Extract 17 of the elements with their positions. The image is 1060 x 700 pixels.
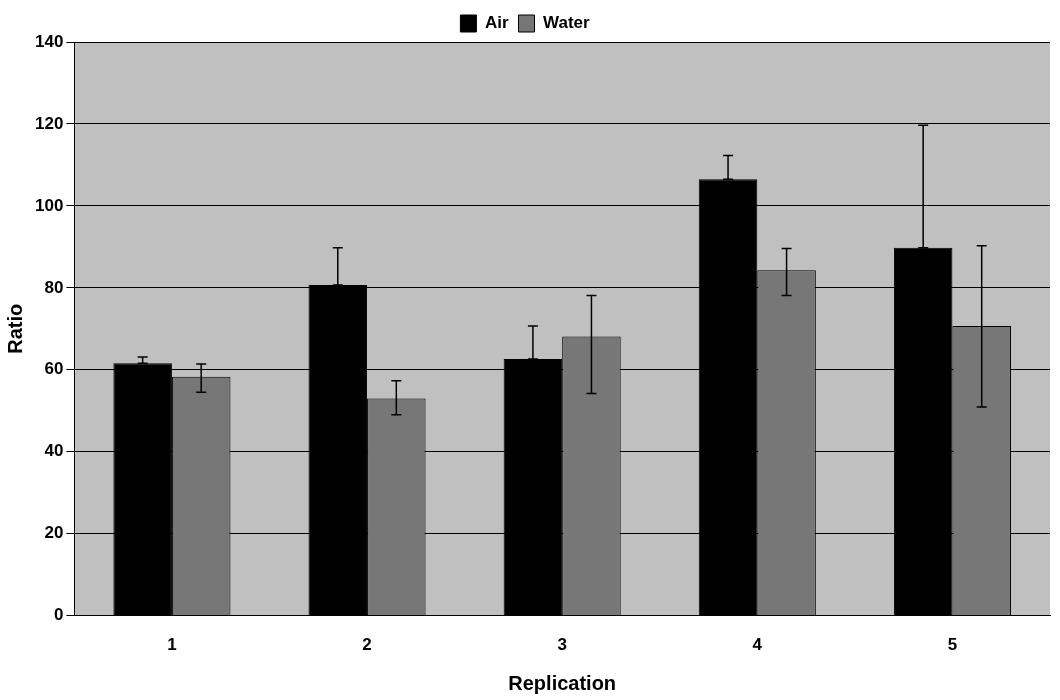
y-tick-label: 0 (53, 605, 64, 625)
y-tick-label: 100 (34, 195, 64, 215)
legend-label: Air (484, 13, 509, 33)
x-tick-label: 5 (947, 635, 958, 655)
y-tick-label: 120 (34, 113, 64, 133)
legend-label: Water (543, 13, 590, 33)
x-tick-label: 3 (557, 635, 567, 655)
x-tick-label: 2 (362, 635, 372, 655)
y-tick-label: 80 (44, 277, 64, 297)
x-tick-label: 4 (752, 635, 763, 655)
y-axis-title: Ratio (3, 303, 26, 354)
y-tick-label: 140 (34, 31, 64, 51)
y-tick-label: 40 (44, 441, 64, 461)
y-tick-label: 20 (44, 523, 64, 543)
y-tick-label: 60 (44, 359, 64, 379)
x-axis-title: Replication (508, 671, 617, 694)
x-tick-label: 1 (167, 635, 177, 655)
